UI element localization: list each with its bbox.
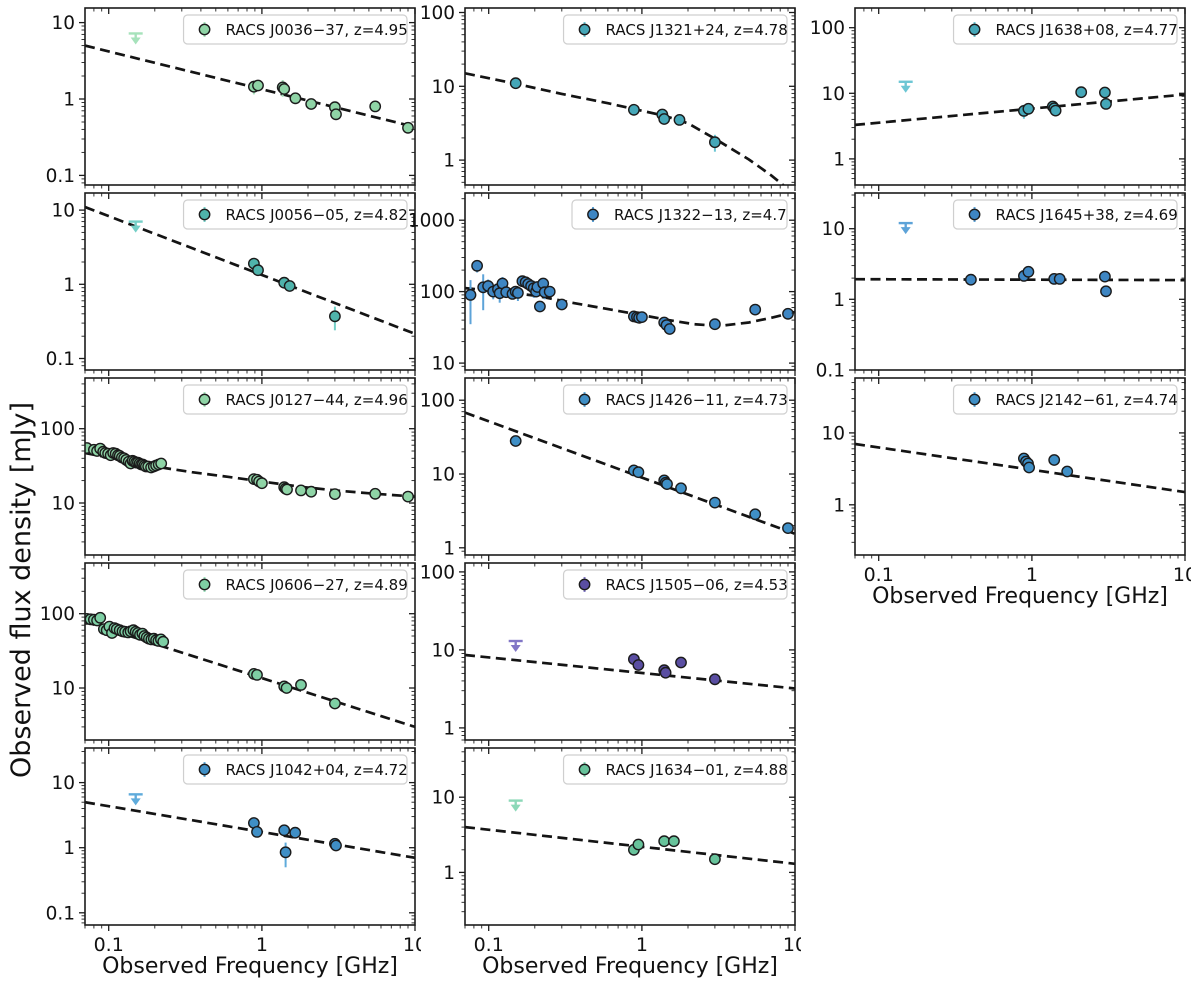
svg-text:0.1: 0.1 bbox=[864, 564, 894, 586]
svg-text:10: 10 bbox=[783, 934, 801, 956]
svg-text:10: 10 bbox=[403, 934, 421, 956]
svg-text:1000: 1000 bbox=[408, 211, 455, 232]
svg-text:1: 1 bbox=[833, 149, 845, 170]
svg-text:10: 10 bbox=[431, 354, 455, 375]
panel-racs-j0056-05: 10 1 0.1 RACS J0056−05, z=4.82 bbox=[46, 192, 416, 376]
svg-text:0.1: 0.1 bbox=[816, 361, 845, 382]
svg-text:RACS J1645+38, z=4.69: RACS J1645+38, z=4.69 bbox=[996, 206, 1178, 224]
panel-racs-j0606-27: 100 10 RACS J0606−27, z=4.89 bbox=[40, 562, 416, 746]
svg-text:RACS J0056−05, z=4.82: RACS J0056−05, z=4.82 bbox=[226, 206, 408, 224]
svg-text:RACS J1042+04, z=4.72: RACS J1042+04, z=4.72 bbox=[226, 761, 408, 779]
x-axis-label: Observed Frequency [GHz] bbox=[872, 584, 1168, 609]
svg-text:10: 10 bbox=[431, 77, 455, 98]
x-axis-label: Observed Frequency [GHz] bbox=[102, 954, 398, 979]
svg-text:10: 10 bbox=[821, 219, 845, 240]
svg-text:10: 10 bbox=[821, 423, 845, 444]
svg-text:1: 1 bbox=[833, 290, 845, 311]
svg-text:RACS J0127−44, z=4.96: RACS J0127−44, z=4.96 bbox=[226, 391, 408, 409]
svg-text:RACS J1505−06, z=4.53: RACS J1505−06, z=4.53 bbox=[606, 576, 788, 594]
svg-text:RACS J1322−13, z=4.7: RACS J1322−13, z=4.7 bbox=[614, 206, 787, 224]
svg-text:1: 1 bbox=[443, 538, 455, 559]
svg-text:100: 100 bbox=[420, 282, 455, 303]
svg-text:1: 1 bbox=[1026, 564, 1038, 586]
svg-text:0.1: 0.1 bbox=[46, 166, 75, 187]
panel-racs-j1321-24: 100 10 1 RACS J1321+24, z=4.78 bbox=[420, 3, 796, 191]
panel-racs-j1505-06: 100 10 1 RACS J1505−06, z=4.53 bbox=[420, 562, 796, 746]
svg-text:RACS J0036−37, z=4.95: RACS J0036−37, z=4.95 bbox=[226, 21, 408, 39]
svg-text:10: 10 bbox=[51, 201, 75, 222]
svg-text:0.1: 0.1 bbox=[46, 903, 75, 924]
panel-racs-j2142-61: 0.1 1 10 10 1 RACS J2142−61, z=4.74 bbox=[821, 377, 1191, 586]
svg-text:1: 1 bbox=[63, 838, 75, 859]
svg-text:1: 1 bbox=[256, 934, 268, 956]
svg-text:100: 100 bbox=[810, 18, 845, 39]
svg-text:RACS J1638+08, z=4.77: RACS J1638+08, z=4.77 bbox=[996, 21, 1178, 39]
svg-text:10: 10 bbox=[431, 788, 455, 809]
panel-racs-j1426-11: 100 10 1 RACS J1426−11, z=4.73 bbox=[420, 377, 796, 561]
svg-text:0.1: 0.1 bbox=[94, 934, 124, 956]
svg-text:RACS J1426−11, z=4.73: RACS J1426−11, z=4.73 bbox=[606, 391, 788, 409]
panel-racs-j1638-08: 100 10 1 RACS J1638+08, z=4.77 bbox=[810, 7, 1186, 191]
y-axis-label: Observed flux density [mJy] bbox=[6, 401, 37, 779]
svg-text:10: 10 bbox=[51, 679, 75, 700]
panel-racs-j1645-38: 10 1 0.1 RACS J1645+38, z=4.69 bbox=[816, 192, 1186, 382]
svg-text:RACS J2142−61, z=4.74: RACS J2142−61, z=4.74 bbox=[996, 391, 1178, 409]
panel-racs-j0127-44: 100 10 RACS J0127−44, z=4.96 bbox=[40, 377, 416, 561]
svg-text:10: 10 bbox=[51, 494, 75, 515]
svg-text:0.1: 0.1 bbox=[474, 934, 504, 956]
svg-text:1: 1 bbox=[833, 495, 845, 516]
svg-text:0.1: 0.1 bbox=[46, 349, 75, 370]
svg-text:1: 1 bbox=[443, 863, 455, 884]
svg-text:100: 100 bbox=[420, 3, 455, 24]
svg-text:10: 10 bbox=[51, 13, 75, 34]
svg-text:1: 1 bbox=[63, 90, 75, 111]
svg-text:10: 10 bbox=[431, 640, 455, 661]
svg-text:10: 10 bbox=[431, 465, 455, 486]
panel-racs-j1042-04: 0.1 1 10 10 1 0.1 RACS J1042+04, z=4.72 bbox=[46, 747, 421, 956]
svg-text:1: 1 bbox=[63, 275, 75, 296]
svg-text:RACS J0606−27, z=4.89: RACS J0606−27, z=4.89 bbox=[226, 576, 408, 594]
svg-text:1: 1 bbox=[443, 151, 455, 172]
svg-text:100: 100 bbox=[40, 419, 75, 440]
svg-text:100: 100 bbox=[420, 391, 455, 412]
svg-text:1: 1 bbox=[443, 718, 455, 739]
svg-text:RACS J1634−01, z=4.88: RACS J1634−01, z=4.88 bbox=[606, 761, 788, 779]
svg-text:RACS J1321+24, z=4.78: RACS J1321+24, z=4.78 bbox=[606, 21, 788, 39]
svg-text:10: 10 bbox=[1173, 564, 1191, 586]
panel-racs-j1322-13: 1000 100 10 RACS J1322−13, z=4.7 bbox=[408, 192, 796, 376]
svg-text:10: 10 bbox=[51, 773, 75, 794]
svg-text:10: 10 bbox=[821, 84, 845, 105]
panel-racs-j1634-01: 0.1 1 10 10 1 RACS J1634−01, z=4.88 bbox=[431, 747, 801, 956]
svg-text:100: 100 bbox=[420, 562, 455, 583]
panel-racs-j0036-37: 10 1 0.1 RACS J0036−37, z=4.95 bbox=[46, 7, 416, 191]
x-axis-label: Observed Frequency [GHz] bbox=[482, 954, 778, 979]
svg-text:1: 1 bbox=[636, 934, 648, 956]
svg-text:100: 100 bbox=[40, 604, 75, 625]
